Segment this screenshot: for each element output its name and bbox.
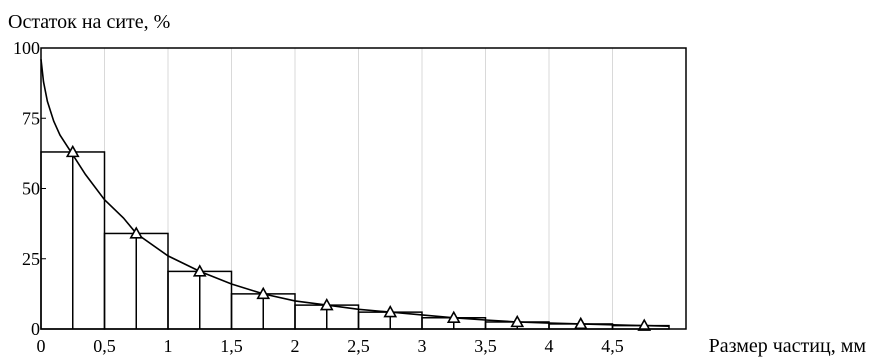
x-tick-label: 0,5	[93, 336, 116, 356]
x-tick-label: 1	[164, 336, 173, 356]
plot-frame	[40, 47, 687, 330]
fitted-curve	[40, 59, 670, 327]
x-tick-label: 1,5	[220, 336, 243, 356]
y-tick-label: 50	[22, 179, 40, 199]
y-tick-label: 75	[22, 108, 40, 128]
histogram-bars	[40, 151, 670, 330]
x-axis-ticks: 0 0,5 1 1,5 2 2,5 3 3,5 4 4,5	[37, 324, 624, 356]
y-tick-label: 100	[13, 38, 40, 58]
triangle-marker	[446, 310, 461, 323]
data-markers	[65, 144, 652, 331]
triangle-marker	[510, 314, 525, 328]
y-axis-ticks: 0 25 50 75 100	[13, 38, 46, 339]
x-axis-title: Размер частиц, мм	[709, 335, 867, 357]
y-tick-label: 25	[22, 249, 40, 269]
x-tick-label: 3,5	[474, 336, 497, 356]
triangle-marker	[637, 318, 652, 331]
x-tick-label: 2	[291, 336, 300, 356]
triangle-marker	[256, 286, 271, 300]
triangle-marker	[192, 264, 207, 277]
triangle-marker	[129, 226, 144, 239]
x-tick-label: 4,5	[601, 336, 624, 356]
triangle-marker	[383, 304, 398, 318]
triangle-marker	[65, 144, 80, 158]
x-tick-label: 3	[418, 336, 427, 356]
triangle-marker	[319, 297, 334, 311]
grid	[104, 48, 613, 329]
x-tick-label: 4	[545, 336, 554, 356]
x-tick-label: 0	[37, 336, 46, 356]
y-tick-label: 0	[31, 319, 40, 339]
y-axis-title: Остаток на сите, %	[8, 11, 170, 33]
x-tick-label: 2,5	[347, 336, 370, 356]
